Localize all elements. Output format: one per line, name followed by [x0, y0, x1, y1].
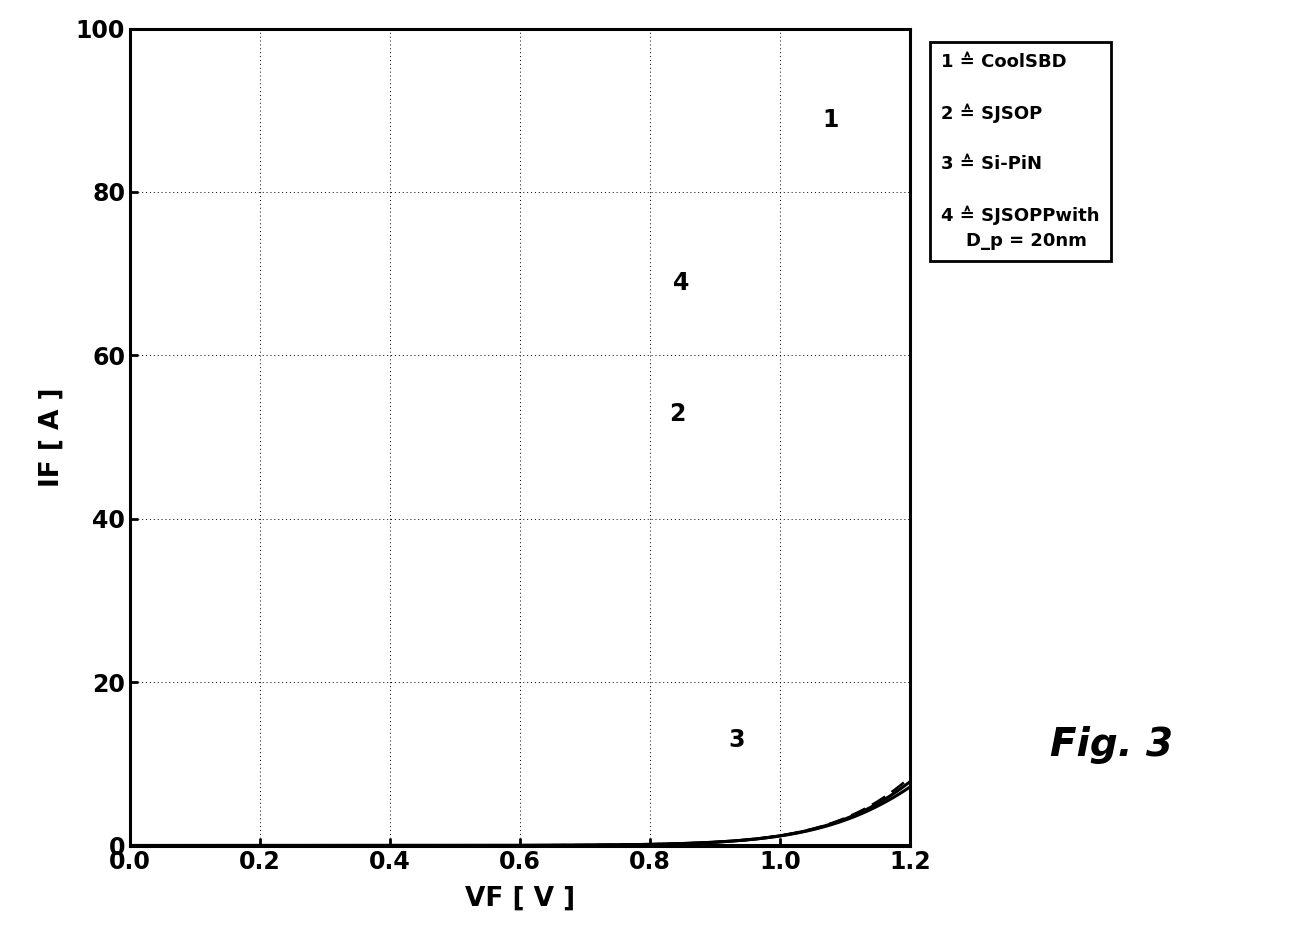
- Text: 1 ≙ CoolSBD

2 ≙ SJSOP

3 ≙ Si-PiN

4 ≙ SJSOPPwith
    D_p = 20nm: 1 ≙ CoolSBD 2 ≙ SJSOP 3 ≙ Si-PiN 4 ≙ SJS…: [941, 53, 1100, 251]
- Text: 1: 1: [822, 107, 838, 131]
- X-axis label: VF [ V ]: VF [ V ]: [465, 885, 575, 911]
- Text: Fig. 3: Fig. 3: [1050, 726, 1174, 764]
- Text: 3: 3: [728, 729, 745, 752]
- Text: 2: 2: [670, 402, 686, 426]
- Text: 4: 4: [673, 271, 689, 294]
- Y-axis label: IF [ A ]: IF [ A ]: [39, 388, 65, 486]
